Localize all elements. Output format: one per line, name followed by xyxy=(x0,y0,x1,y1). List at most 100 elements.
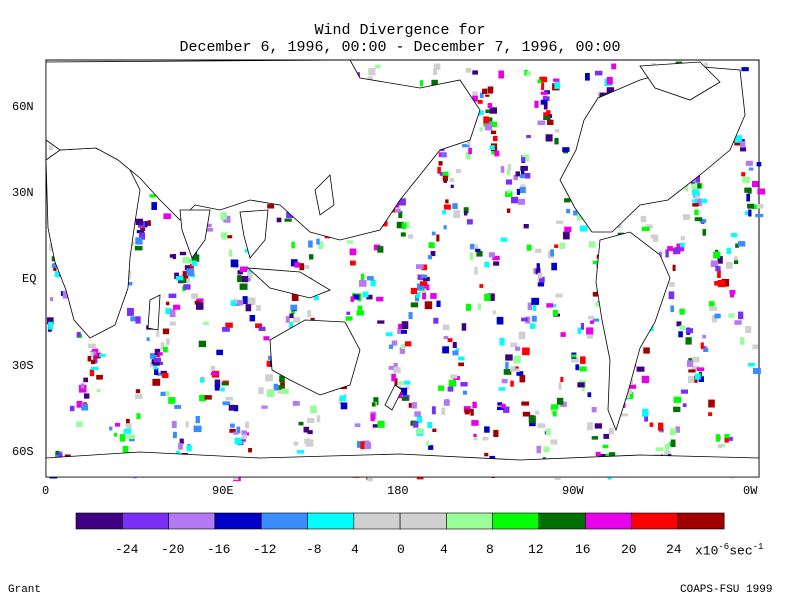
swath-speck xyxy=(242,296,248,305)
swath-speck xyxy=(340,402,348,410)
swath-speck xyxy=(316,415,321,423)
swath-speck xyxy=(507,189,511,194)
swath-speck xyxy=(489,145,495,150)
swath-speck xyxy=(466,138,471,146)
swath-speck xyxy=(162,328,170,335)
swath-speck xyxy=(255,323,262,329)
swath-speck xyxy=(717,280,726,288)
india xyxy=(179,209,211,259)
swath-speck xyxy=(169,321,176,326)
swath-speck xyxy=(711,315,717,323)
swath-speck xyxy=(560,401,567,407)
swath-speck xyxy=(394,208,401,213)
swath-speck xyxy=(157,372,165,376)
swath-speck xyxy=(485,122,493,131)
swath-speck xyxy=(91,351,97,355)
swath-speck xyxy=(550,404,559,410)
swath-speck xyxy=(555,220,564,224)
swath-speck xyxy=(700,198,708,204)
swath-speck xyxy=(688,369,696,373)
swath-speck xyxy=(200,378,205,383)
swath-speck xyxy=(442,175,448,181)
swath-speck xyxy=(522,411,531,417)
swath-speck xyxy=(160,370,167,374)
swath-speck xyxy=(664,443,670,452)
swath-speck xyxy=(463,207,469,214)
swath-speck xyxy=(410,302,419,308)
swath-speck xyxy=(576,213,583,220)
swath-speck xyxy=(442,324,450,330)
swath-speck xyxy=(113,432,117,437)
swath-speck xyxy=(230,300,236,306)
swath-speck xyxy=(416,283,425,291)
swath-speck xyxy=(76,421,83,427)
swath-speck xyxy=(386,332,393,337)
swath-speck xyxy=(465,303,472,311)
swath-speck xyxy=(441,152,446,158)
swath-speck xyxy=(543,116,551,120)
swath-speck xyxy=(521,169,525,175)
swath-speck xyxy=(494,150,500,157)
swath-speck xyxy=(78,384,87,393)
swath-speck xyxy=(241,276,249,283)
swath-speck xyxy=(290,310,295,315)
swath-speck xyxy=(127,434,135,439)
swath-speck xyxy=(465,151,471,160)
map-title-line2: December 6, 1996, 00:00 - December 7, 19… xyxy=(179,39,621,56)
swath-speck xyxy=(546,303,554,308)
swath-speck xyxy=(136,413,141,420)
swath-speck xyxy=(228,249,233,257)
swath-speck xyxy=(398,323,405,330)
swath-speck xyxy=(196,302,204,310)
swath-speck xyxy=(670,305,674,313)
swath-speck xyxy=(655,447,664,452)
swath-speck xyxy=(546,110,551,115)
swath-speck xyxy=(747,203,754,209)
swath-speck xyxy=(577,382,585,388)
swath-speck xyxy=(222,401,231,406)
swath-speck xyxy=(605,453,610,458)
legend-swatch xyxy=(492,512,540,530)
swath-speck xyxy=(444,399,449,405)
swath-speck xyxy=(318,241,324,249)
swath-speck xyxy=(436,234,440,242)
swath-speck xyxy=(370,279,376,287)
swath-speck xyxy=(696,367,705,371)
swath-speck xyxy=(703,347,709,352)
swath-speck xyxy=(423,276,430,282)
swath-speck xyxy=(472,91,478,98)
swath-speck xyxy=(641,375,650,384)
swath-speck xyxy=(516,188,520,195)
author-credit: Grant xyxy=(8,584,42,596)
swath-speck xyxy=(404,341,412,347)
swath-speck xyxy=(539,76,547,83)
swath-speck xyxy=(256,305,261,311)
swath-speck xyxy=(353,294,360,300)
swath-speck xyxy=(438,161,443,166)
swath-speck xyxy=(476,251,483,257)
swath-speck xyxy=(266,360,273,367)
swath-speck xyxy=(398,381,404,386)
swath-speck xyxy=(154,368,159,375)
swath-speck xyxy=(441,407,446,415)
swath-speck xyxy=(726,247,732,254)
swath-speck xyxy=(305,439,314,447)
swath-speck xyxy=(658,251,663,258)
swath-speck xyxy=(414,411,421,417)
swath-speck xyxy=(398,198,406,206)
swath-speck xyxy=(669,282,675,287)
swath-speck xyxy=(464,408,470,415)
swath-speck xyxy=(673,396,682,403)
swath-speck xyxy=(362,291,369,298)
swath-speck xyxy=(708,412,713,417)
swath-speck xyxy=(693,176,700,183)
swath-speck xyxy=(360,273,365,281)
swath-speck xyxy=(214,383,220,391)
swath-speck xyxy=(416,416,422,423)
swath-speck xyxy=(592,318,600,322)
swath-speck xyxy=(477,303,481,311)
swath-speck xyxy=(472,70,478,75)
swath-speck xyxy=(472,401,477,409)
legend-label: 16 xyxy=(575,542,591,557)
swath-speck xyxy=(354,423,361,427)
